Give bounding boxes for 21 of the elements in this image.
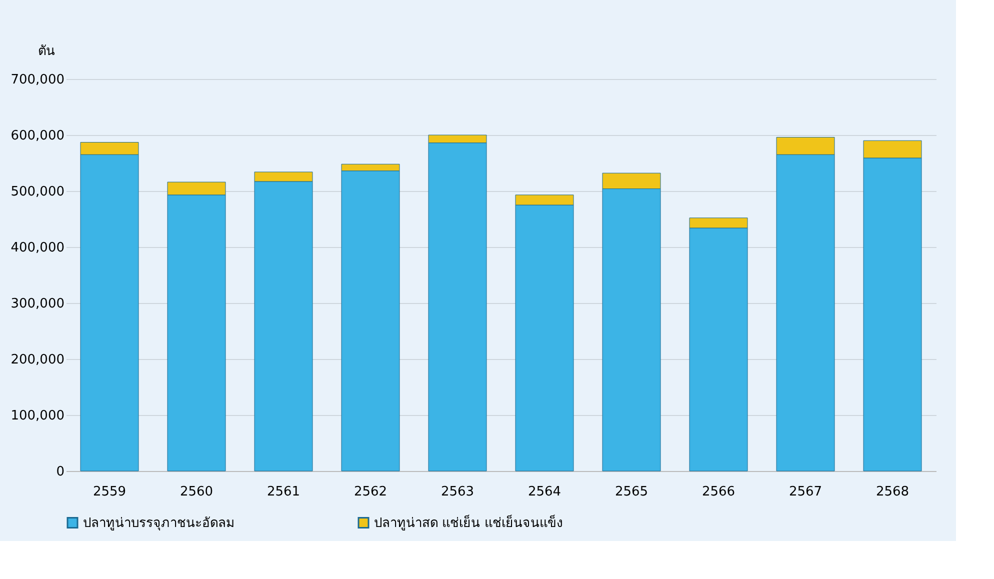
x-tick-label: 2563 [440, 484, 474, 500]
y-tick-label: 0 [56, 464, 64, 480]
legend-label: ปลาทูน่าบรรจุภาชนะอัดลม [83, 516, 235, 531]
y-tick-label: 200,000 [10, 352, 64, 368]
y-tick-label: 700,000 [10, 72, 64, 88]
y-tick-label: 600,000 [10, 128, 64, 144]
x-tick-label: 2566 [702, 484, 736, 500]
x-tick-label: 2565 [614, 484, 648, 500]
y-axis-title: ตัน [38, 44, 55, 59]
x-tick-label: 2568 [876, 484, 910, 500]
y-tick-label: 400,000 [10, 240, 64, 256]
x-tick-label: 2567 [788, 484, 822, 500]
y-tick-label: 300,000 [10, 296, 64, 312]
x-tick-label: 2562 [354, 484, 388, 500]
y-tick-label: 100,000 [10, 408, 64, 424]
x-tick-label: 2560 [180, 484, 214, 500]
legend-label: ปลาทูน่าสด แช่เย็น แช่เย็นจนแข็ง [374, 512, 562, 531]
x-tick-label: 2559 [92, 484, 126, 500]
y-tick-label: 500,000 [10, 184, 64, 200]
x-tick-label: 2564 [528, 484, 562, 500]
x-tick-label: 2561 [266, 484, 300, 500]
